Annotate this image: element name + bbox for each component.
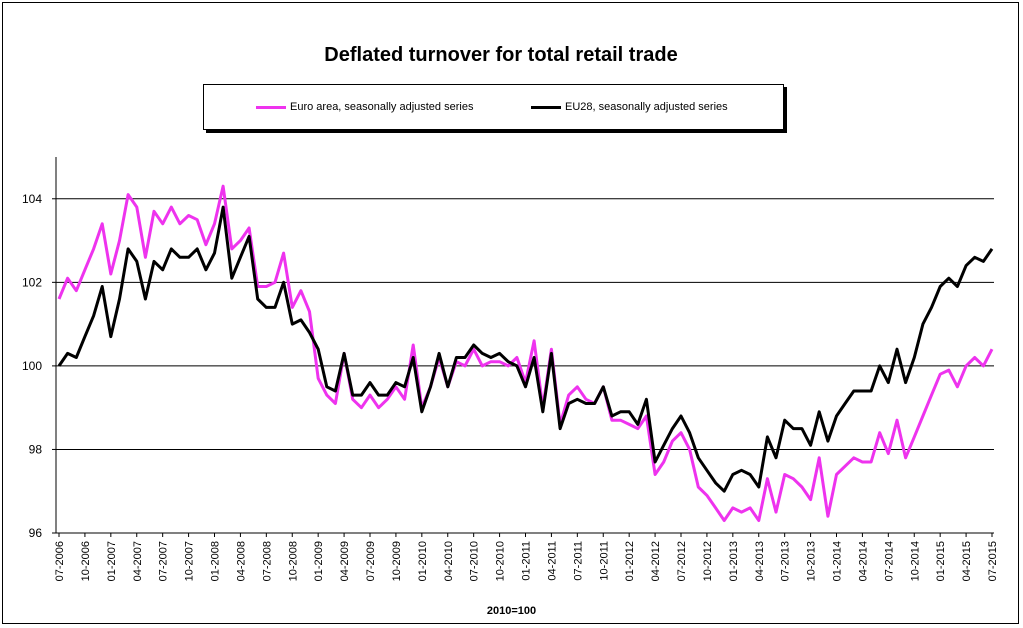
x-tick-label: 10-2007 — [184, 541, 196, 581]
x-tick-label: 10-2008 — [287, 541, 299, 581]
x-tick-label: 01-2010 — [417, 541, 429, 581]
x-tick-label: 10-2009 — [391, 541, 403, 581]
x-tick-label: 04-2009 — [339, 541, 351, 581]
x-tick-label: 07-2011 — [572, 541, 584, 581]
x-tick-label: 10-2013 — [806, 541, 818, 581]
x-tick-label: 04-2007 — [132, 541, 144, 581]
x-tick-label: 01-2015 — [935, 541, 947, 581]
x-tick-label: 10-2011 — [598, 541, 610, 581]
x-tick-label: 01-2009 — [313, 541, 325, 581]
x-tick-label: 01-2007 — [106, 541, 118, 581]
legend-item-euro-area: Euro area, seasonally adjusted series — [256, 101, 473, 113]
x-tick-label: 04-2010 — [443, 541, 455, 581]
x-tick-label: 01-2014 — [832, 541, 844, 581]
series-line-eu28 — [57, 205, 994, 493]
x-tick-label: 07-2012 — [676, 541, 688, 581]
y-tick-label: 102 — [22, 275, 42, 289]
x-tick-label: 10-2014 — [909, 541, 921, 581]
legend-swatch-eu28 — [531, 105, 561, 109]
legend-label-euro-area: Euro area, seasonally adjusted series — [290, 101, 474, 113]
legend-swatch-euro-area — [256, 105, 286, 109]
x-tick-label: 10-2010 — [495, 541, 507, 581]
x-tick-label: 07-2007 — [158, 541, 170, 581]
x-tick-label: 04-2008 — [235, 541, 247, 581]
chart-title: Deflated turnover for total retail trade — [324, 44, 678, 66]
x-tick-label: 01-2013 — [728, 541, 740, 581]
x-tick-label: 10-2006 — [80, 541, 92, 581]
x-tick-label: 07-2015 — [987, 541, 999, 581]
x-tick-label: 07-2009 — [365, 541, 377, 581]
y-tick-label: 96 — [29, 526, 43, 540]
x-tick-label: 01-2012 — [624, 541, 636, 581]
x-tick-label: 04-2011 — [546, 541, 558, 581]
series-line-euro-area — [57, 184, 994, 522]
x-tick-label: 07-2013 — [780, 541, 792, 581]
x-tick-label: 07-2006 — [54, 541, 66, 581]
x-tick-label: 04-2013 — [754, 541, 766, 581]
y-tick-label: 104 — [22, 192, 42, 206]
x-tick-label: 01-2011 — [521, 541, 533, 581]
x-axis-label: 2010=100 — [486, 605, 537, 617]
x-tick-label: 01-2008 — [210, 541, 222, 581]
legend-item-eu28: EU28, seasonally adjusted series — [531, 101, 728, 113]
x-tick-label: 07-2008 — [261, 541, 273, 581]
y-tick-label: 100 — [22, 359, 42, 373]
x-tick-label: 10-2012 — [702, 541, 714, 581]
x-tick-label: 07-2010 — [469, 541, 481, 581]
y-tick-label: 98 — [29, 442, 43, 456]
x-tick-label: 04-2012 — [650, 541, 662, 581]
legend-label-eu28: EU28, seasonally adjusted series — [565, 101, 728, 113]
x-tick-label: 04-2015 — [961, 541, 973, 581]
chart-legend: Euro area, seasonally adjusted series EU… — [203, 84, 784, 130]
x-tick-label: 04-2014 — [857, 541, 869, 581]
x-tick-label: 07-2014 — [883, 541, 895, 581]
